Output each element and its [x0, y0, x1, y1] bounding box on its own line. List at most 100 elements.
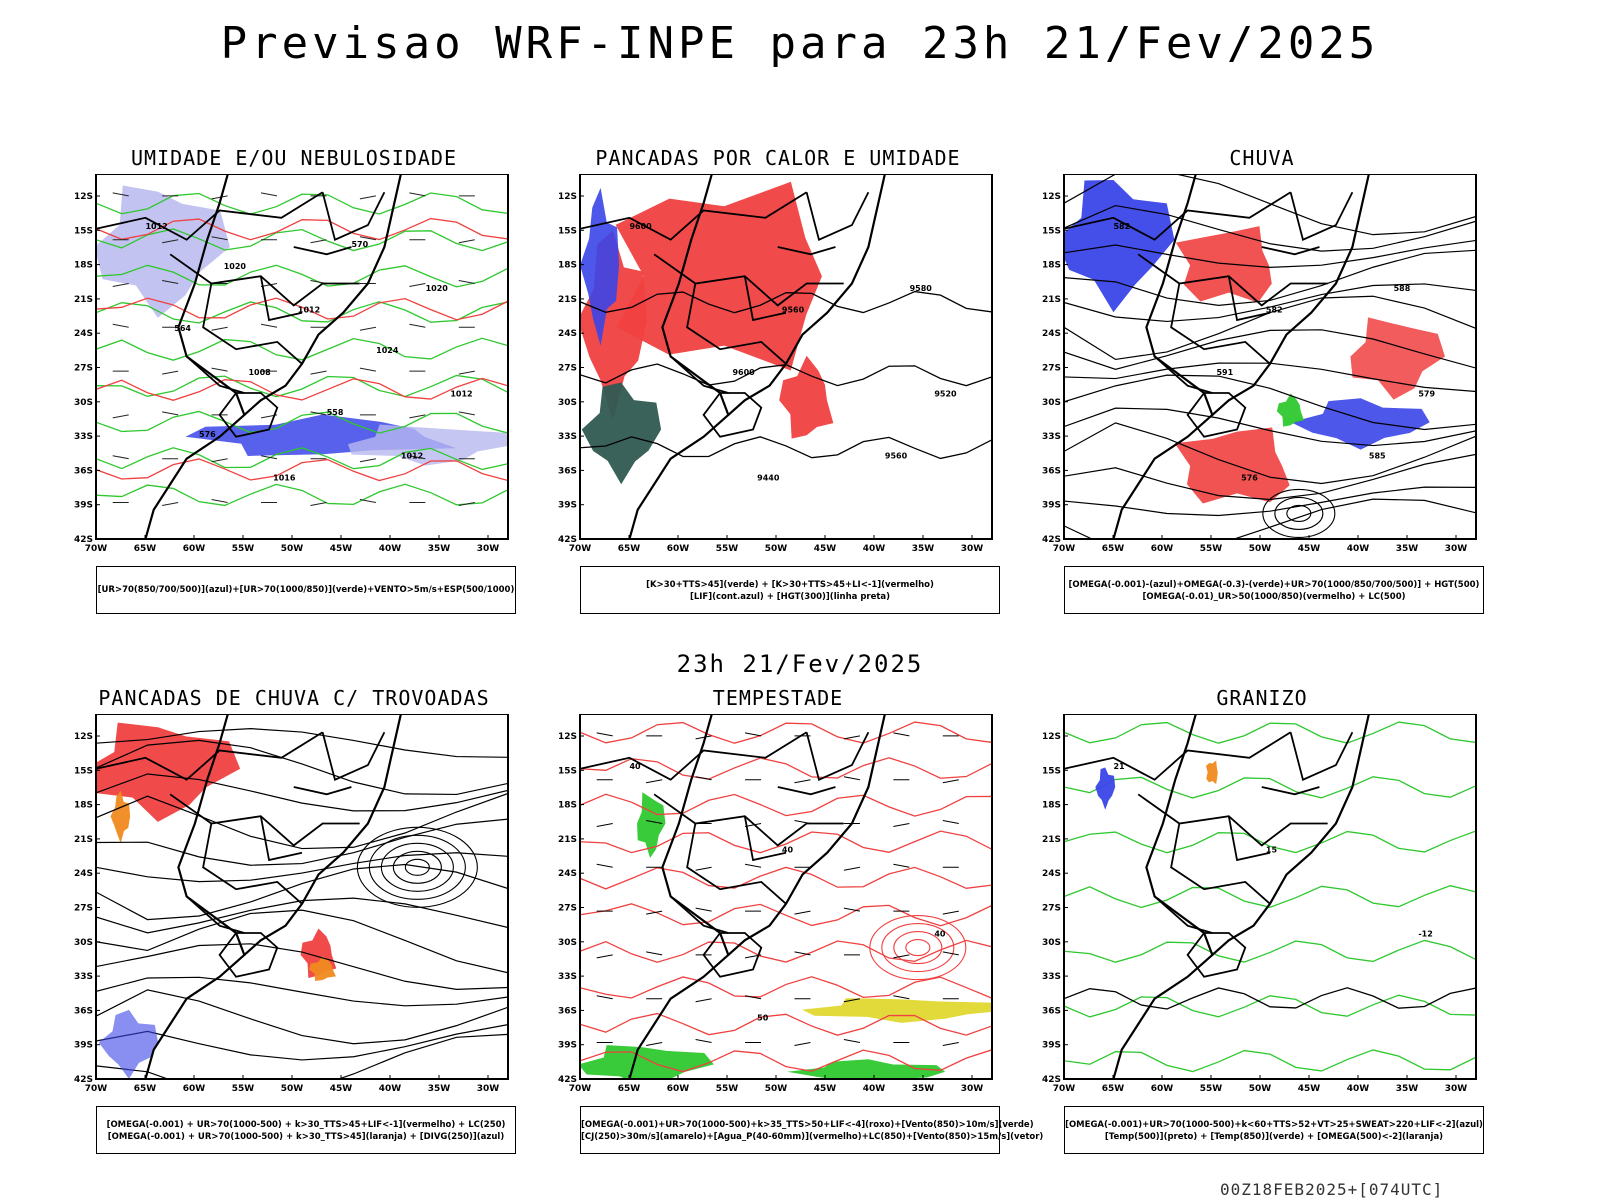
wind-vector: [359, 195, 377, 200]
contour-label: 40: [629, 762, 641, 771]
contour-loop: [1262, 488, 1336, 539]
political-border: [202, 823, 303, 905]
lon-label: 35W: [428, 1084, 451, 1094]
political-border: [1261, 246, 1320, 256]
panel-title: TEMPESTADE: [712, 686, 844, 710]
contour-red-dashed: [96, 377, 508, 401]
contour-loop: [881, 923, 955, 973]
coastline: [144, 174, 246, 539]
contour-label: 40: [934, 930, 946, 939]
wind-vector: [458, 280, 475, 284]
lat-label: 33S: [1042, 972, 1061, 982]
contour-label: 1020: [224, 262, 247, 271]
lat-label: 30S: [1042, 938, 1061, 948]
wind-vector: [596, 863, 613, 868]
wind-vector: [359, 458, 377, 463]
lat-label: 21S: [1042, 295, 1061, 305]
political-border: [1064, 191, 1292, 241]
contour-label: 558: [327, 408, 344, 417]
lif-contour-fill: [580, 187, 620, 346]
wind-vector: [211, 499, 228, 503]
wind-vector: [942, 1042, 959, 1046]
wind-vector: [744, 823, 762, 827]
contour-label: 588: [1394, 284, 1411, 293]
lon-label: 45W: [1298, 1084, 1321, 1094]
streamline: [96, 792, 508, 850]
contour-green: [96, 447, 508, 471]
lat-label: 12S: [74, 192, 93, 202]
contour-green: [96, 337, 508, 361]
wind-vector: [942, 779, 959, 784]
streamline: [96, 773, 508, 812]
footer-stamp: 00Z18FEB2025+[074UTC]: [1220, 1180, 1444, 1199]
political-border: [186, 895, 245, 934]
political-border: [186, 355, 245, 394]
lon-label: 40W: [1347, 544, 1370, 554]
contour-label: 15: [1266, 846, 1278, 855]
contour-loop: [356, 826, 478, 908]
contour-label: 1012: [145, 222, 167, 231]
wind-vector: [695, 907, 712, 912]
lon-label: 60W: [183, 544, 206, 554]
political-border: [218, 932, 279, 978]
political-border: [1154, 895, 1213, 934]
wind-vector: [162, 502, 179, 506]
wind-vector: [112, 283, 129, 287]
hail-fill-blue: [1095, 767, 1116, 810]
pw-contour-red: [580, 830, 992, 854]
wind-vector: [409, 414, 426, 419]
streamline: [1064, 329, 1476, 370]
lat-label: 15S: [1042, 226, 1061, 236]
contour-green: [96, 374, 508, 398]
contour-green: [96, 192, 508, 215]
wind-vector: [211, 195, 228, 200]
wind-vector: [695, 735, 712, 740]
political-border: [1170, 823, 1271, 905]
wind-vector: [646, 910, 663, 915]
lon-label: 30W: [1445, 1084, 1468, 1094]
lat-label: 27S: [74, 904, 93, 914]
wind-vector: [744, 995, 762, 1000]
temp850-contour-green: [1064, 830, 1476, 854]
lon-label: 60W: [1151, 1084, 1174, 1094]
lon-label: 70W: [569, 544, 592, 554]
map-border: [579, 714, 993, 1080]
contour-label: 9580: [910, 284, 933, 293]
lat-label: 33S: [74, 432, 93, 442]
lon-label: 30W: [477, 1084, 500, 1094]
wind-vector: [843, 866, 861, 871]
political-border: [169, 793, 360, 847]
pw-contour-red: [580, 1049, 992, 1073]
legend-box: [OMEGA(-0.001)+UR>70(1000-500)+k<60+TTS>…: [1064, 1106, 1484, 1154]
wind-vector: [112, 323, 129, 328]
contour-label: 576: [1241, 474, 1258, 483]
wind-vector: [646, 820, 663, 824]
lat-label: 36S: [1042, 1006, 1061, 1016]
lat-label: 21S: [74, 835, 93, 845]
panel-pancadas-trovoadas: PANCADAS DE CHUVA C/ TROVOADAS 12S 15S 18S 2…: [74, 686, 516, 1166]
contour-label: 570: [351, 240, 368, 249]
lat-label: 39S: [558, 501, 577, 511]
wind-vector: [260, 323, 278, 328]
panel-pancadas-calor: PANCADAS POR CALOR E UMIDADE 9600 9560 9520…: [558, 146, 1000, 626]
political-border: [1227, 276, 1271, 322]
storm-fill-orange: [110, 790, 131, 844]
lat-label: 21S: [558, 835, 577, 845]
legend-line: [OMEGA(-0.001)+UR>70(1000-500)+k>35_TTS>…: [581, 1120, 1034, 1130]
map-layers: 21 15 -12: [1064, 714, 1476, 1079]
political-border: [1261, 786, 1320, 796]
political-border: [1170, 283, 1271, 365]
lon-label: 35W: [1396, 544, 1419, 554]
map-layers: 40 40 40 50: [580, 714, 992, 1079]
omega-fill-orange: [1205, 760, 1218, 785]
contour-green: [96, 228, 508, 252]
wind-vector: [112, 192, 129, 197]
lon-label: 70W: [1053, 544, 1076, 554]
political-border: [1289, 191, 1354, 241]
lon-label: 30W: [961, 1084, 984, 1094]
contour-green: [96, 410, 508, 434]
wind-vector: [744, 863, 762, 868]
political-border: [805, 191, 870, 241]
lon-label: 40W: [863, 544, 886, 554]
temp850-contour-green: [1064, 776, 1476, 799]
